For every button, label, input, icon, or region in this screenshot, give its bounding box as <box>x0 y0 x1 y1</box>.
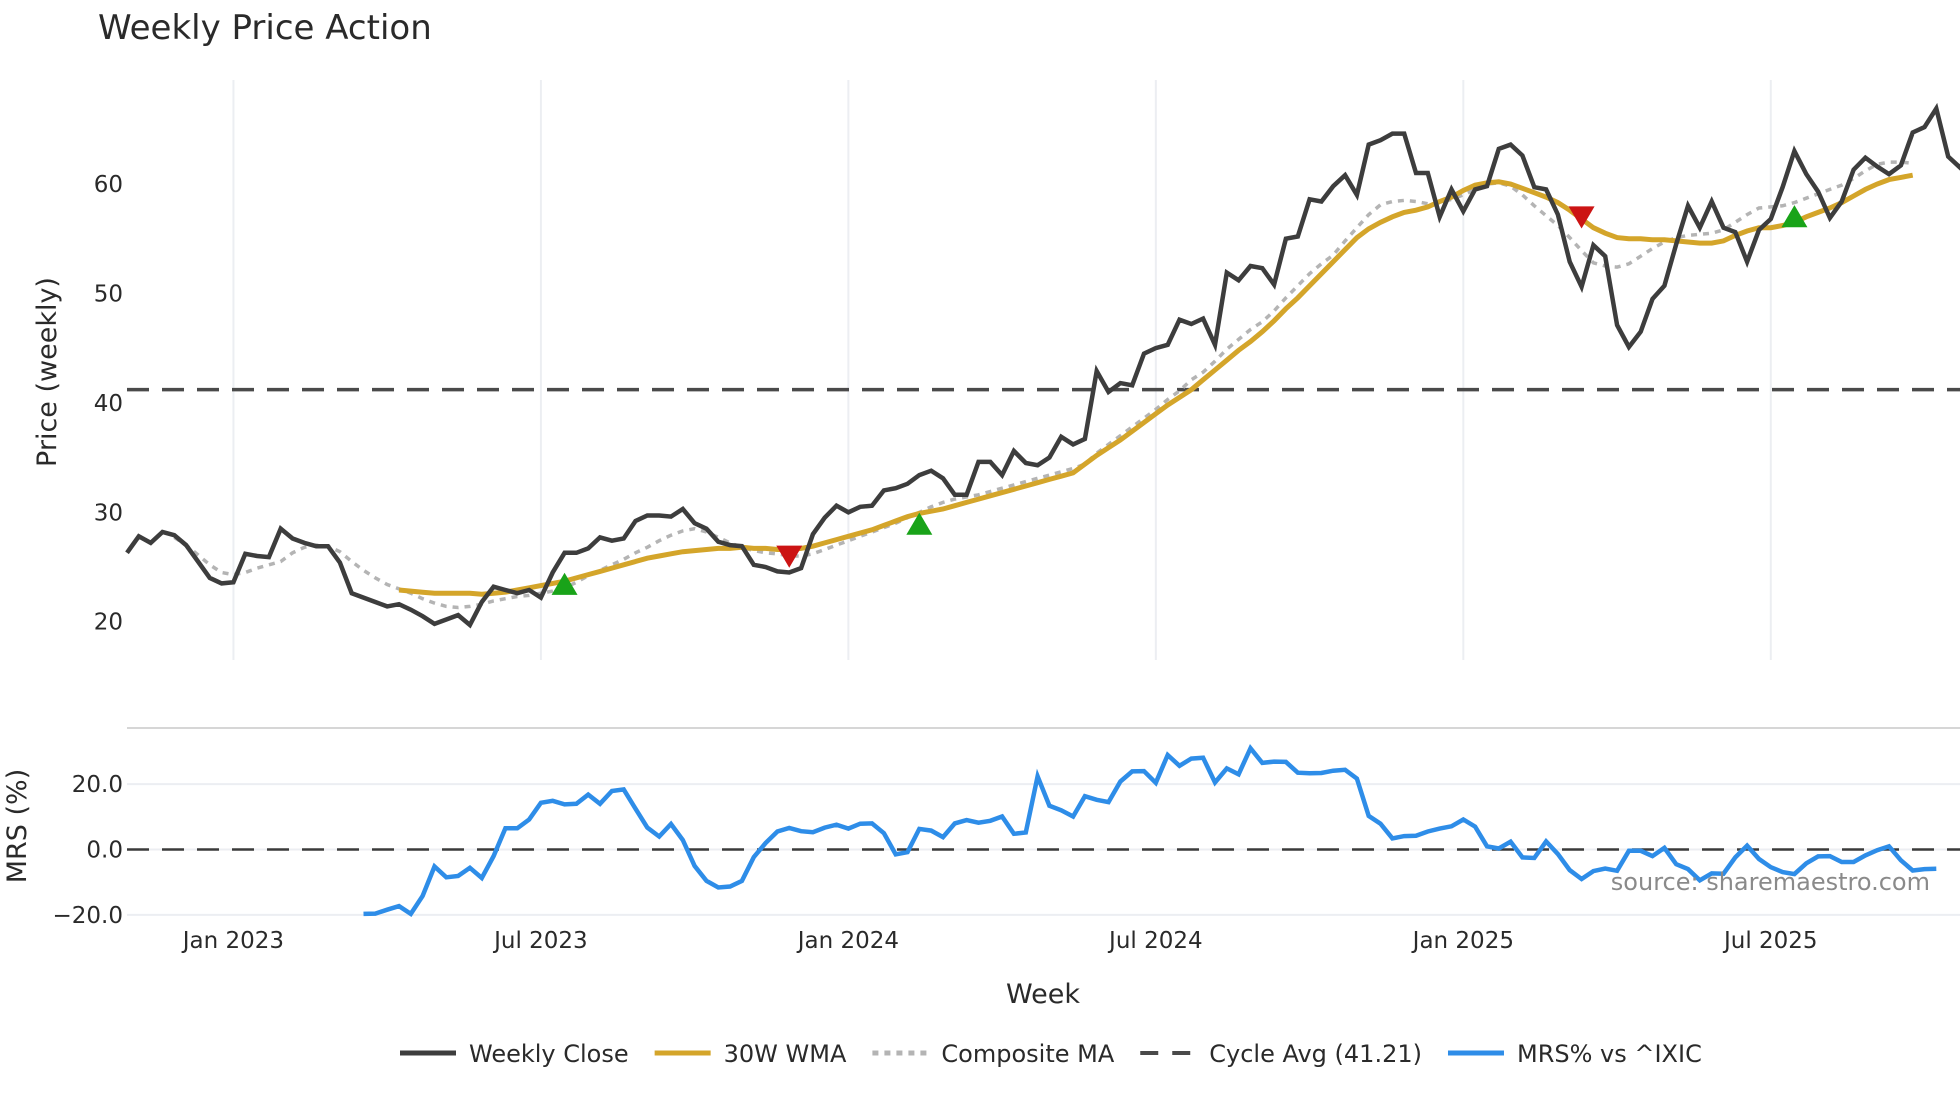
mrs-y-axis: −20.0 0.0 20.0 <box>53 772 123 929</box>
y-tick-label: 30 <box>94 500 123 526</box>
wma-30w-line <box>398 172 1914 597</box>
price-y-axis-label: Price (weekly) <box>32 277 63 467</box>
x-axis-label: Week <box>1006 979 1080 1010</box>
x-tick-label: Jan 2025 <box>1411 928 1514 954</box>
source-note: source: sharemaestro.com <box>1611 868 1930 896</box>
x-tick-label: Jan 2024 <box>796 928 899 954</box>
y-tick-label: 0.0 <box>86 838 123 864</box>
y-tick-label: 50 <box>94 281 123 307</box>
price-y-axis: 20 30 40 50 60 <box>94 172 123 636</box>
legend-item: Weekly Close <box>400 1040 629 1068</box>
legend-label: Cycle Avg (41.21) <box>1209 1040 1422 1068</box>
price-gridlines <box>232 80 1772 660</box>
y-tick-label: 60 <box>94 172 123 198</box>
weekly-close-line <box>125 102 1960 629</box>
x-tick-label: Jul 2025 <box>1722 928 1818 954</box>
legend-label: Composite MA <box>941 1040 1114 1068</box>
y-tick-label: 20 <box>94 610 123 636</box>
x-tick-label: Jan 2023 <box>181 928 284 954</box>
price-panel: 20 30 40 50 60 Price (weekly) <box>32 80 1960 660</box>
x-axis: Jan 2023 Jul 2023 Jan 2024 Jul 2024 Jan 2025… <box>181 928 1818 954</box>
chart-title: Weekly Price Action <box>98 8 432 48</box>
buy-signal-icon <box>906 512 933 535</box>
y-tick-label: −20.0 <box>53 903 123 929</box>
legend-label: MRS% vs ^IXIC <box>1517 1040 1702 1068</box>
legend-item: MRS% vs ^IXIC <box>1447 1040 1702 1068</box>
legend-item: 30W WMA <box>654 1040 847 1068</box>
y-tick-label: 20.0 <box>72 772 123 798</box>
buy-signal-icon <box>551 572 578 595</box>
composite-ma-line <box>173 160 1913 610</box>
x-tick-label: Jul 2024 <box>1107 928 1203 954</box>
legend-label: 30W WMA <box>724 1040 847 1068</box>
mrs-y-axis-label: MRS (%) <box>2 769 33 884</box>
sell-signal-icon <box>1568 206 1595 229</box>
y-tick-label: 40 <box>94 391 123 417</box>
legend-item: Cycle Avg (41.21) <box>1140 1040 1422 1068</box>
signal-markers <box>551 205 1808 595</box>
mrs-line <box>363 743 1937 918</box>
legend-item: Composite MA <box>872 1040 1115 1068</box>
legend-label: Weekly Close <box>469 1040 629 1068</box>
legend: Weekly Close 30W WMA Composite MA Cycle Avg… <box>400 1040 1702 1068</box>
mrs-panel: −20.0 0.0 20.0 MRS (%) source: sharemaestr… <box>2 727 1960 929</box>
buy-signal-icon <box>1781 205 1808 228</box>
x-tick-label: Jul 2023 <box>492 928 588 954</box>
sell-signal-icon <box>776 545 803 568</box>
